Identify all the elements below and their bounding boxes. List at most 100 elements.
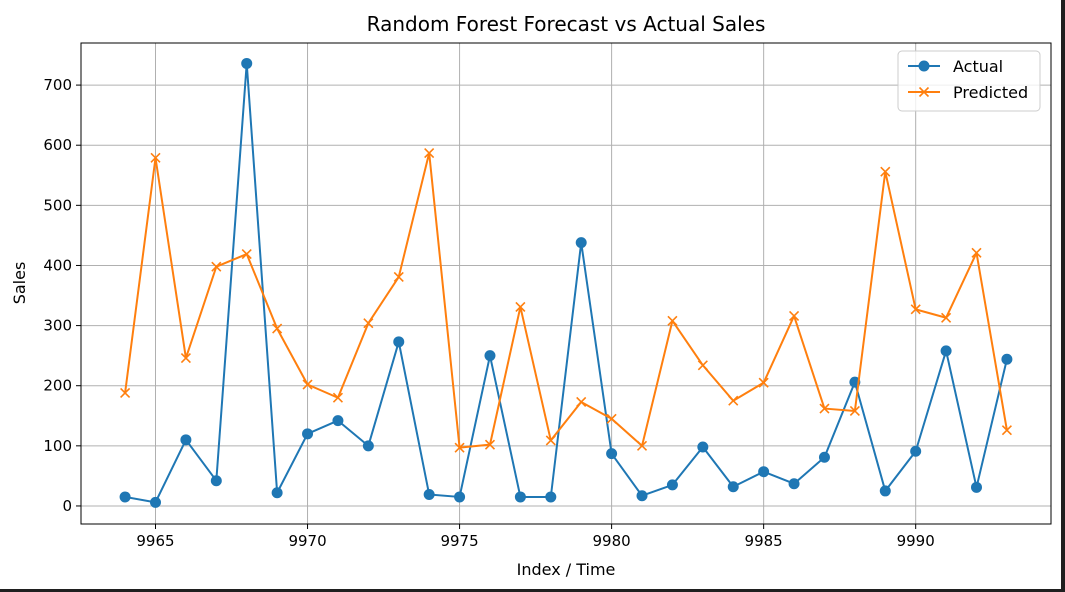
predicted-point — [332, 392, 344, 403]
actual-point — [727, 481, 739, 493]
predicted-point — [788, 310, 800, 322]
actual-point — [575, 237, 587, 249]
x-marker-stroke — [393, 271, 404, 282]
x-marker-stroke — [576, 396, 587, 408]
predicted-point — [971, 247, 982, 258]
grid-lines — [81, 43, 1051, 524]
predicted-point — [454, 442, 465, 453]
x-marker-stroke — [606, 413, 617, 424]
predicted-point — [636, 440, 648, 451]
predicted-point — [758, 377, 769, 388]
x-marker-stroke — [918, 86, 930, 98]
predicted-point — [302, 379, 313, 390]
legend-marker — [918, 60, 930, 72]
x-marker-stroke — [910, 304, 921, 315]
predicted-point — [667, 315, 678, 326]
predicted-point — [1001, 425, 1012, 436]
actual-point — [271, 487, 283, 499]
series-layer — [119, 57, 1013, 508]
actual-point — [788, 478, 800, 490]
actual-point — [241, 57, 253, 69]
predicted-line — [124, 152, 1008, 449]
y-tick-label: 400 — [43, 256, 72, 274]
y-axis-label: Sales — [10, 262, 29, 305]
x-marker-stroke — [150, 152, 161, 163]
x-marker-stroke — [363, 318, 374, 329]
x-marker-stroke — [880, 166, 891, 177]
predicted-point — [849, 405, 860, 417]
x-marker-stroke — [667, 315, 678, 326]
actual-point — [180, 434, 192, 446]
x-marker-stroke — [484, 439, 496, 450]
x-marker-stroke — [849, 405, 860, 417]
actual-point — [454, 491, 466, 503]
x-marker-stroke — [424, 147, 435, 159]
legend-label-actual: Actual — [953, 57, 1003, 76]
x-marker-stroke — [758, 377, 769, 388]
predicted-point — [150, 152, 161, 163]
predicted-point — [241, 248, 252, 260]
y-tick-label: 600 — [43, 136, 72, 154]
predicted-point — [545, 435, 556, 446]
x-marker-stroke — [819, 403, 830, 414]
x-marker-stroke — [211, 261, 222, 272]
x-marker-stroke — [545, 435, 556, 446]
actual-point — [484, 350, 496, 362]
actual-point — [666, 479, 678, 491]
y-tick-label: 300 — [43, 317, 72, 335]
predicted-point — [211, 261, 222, 272]
predicted-point — [515, 301, 526, 313]
actual-point — [393, 336, 405, 348]
predicted-point — [910, 304, 921, 315]
x-marker-stroke — [332, 392, 344, 403]
window-edge-right — [1061, 0, 1065, 592]
predicted-point — [576, 396, 587, 408]
x-marker-stroke — [728, 395, 739, 406]
x-marker-stroke — [697, 360, 708, 371]
x-marker-stroke — [636, 440, 648, 451]
x-tick-label: 9965 — [136, 532, 174, 550]
plot-area — [81, 43, 1051, 524]
actual-point — [971, 481, 983, 493]
actual-point — [758, 466, 770, 478]
x-marker-stroke — [515, 301, 526, 313]
x-marker-stroke — [302, 379, 313, 390]
actual-point — [879, 485, 891, 497]
series-actual — [119, 57, 1013, 508]
x-marker-stroke — [454, 442, 465, 453]
predicted-point — [363, 318, 374, 329]
x-tick-label: 9975 — [440, 532, 478, 550]
predicted-point — [484, 439, 496, 450]
actual-point — [210, 475, 222, 487]
x-marker-stroke — [941, 312, 952, 323]
predicted-point — [180, 352, 191, 364]
actual-point — [697, 441, 709, 453]
actual-point — [332, 415, 344, 427]
tick-layer: 9965 9970 9975 9980 9985 9990 0 100 200 300 400 500… — [43, 76, 934, 550]
x-tick-label: 9980 — [593, 532, 631, 550]
x-marker-stroke — [272, 323, 283, 334]
legend-swatch-actual — [908, 60, 940, 72]
x-axis-label: Index / Time — [517, 560, 616, 579]
legend: Actual Predicted — [897, 50, 1041, 112]
actual-point — [545, 491, 557, 503]
window-edge-bottom — [0, 589, 1065, 592]
predicted-point — [697, 360, 708, 371]
x-marker-stroke — [180, 352, 191, 364]
legend-label-predicted: Predicted — [953, 83, 1028, 102]
actual-point — [940, 345, 952, 357]
actual-point — [362, 440, 374, 452]
predicted-point — [606, 413, 617, 424]
predicted-point — [272, 323, 283, 334]
y-tick-label: 500 — [43, 196, 72, 214]
x-marker-stroke — [1001, 425, 1012, 436]
predicted-point — [393, 271, 404, 282]
predicted-point — [819, 403, 830, 414]
y-tick-label: 0 — [62, 497, 72, 515]
actual-line — [124, 62, 1008, 504]
predicted-point — [424, 147, 435, 159]
actual-point — [119, 491, 131, 503]
x-marker-stroke — [971, 247, 982, 258]
